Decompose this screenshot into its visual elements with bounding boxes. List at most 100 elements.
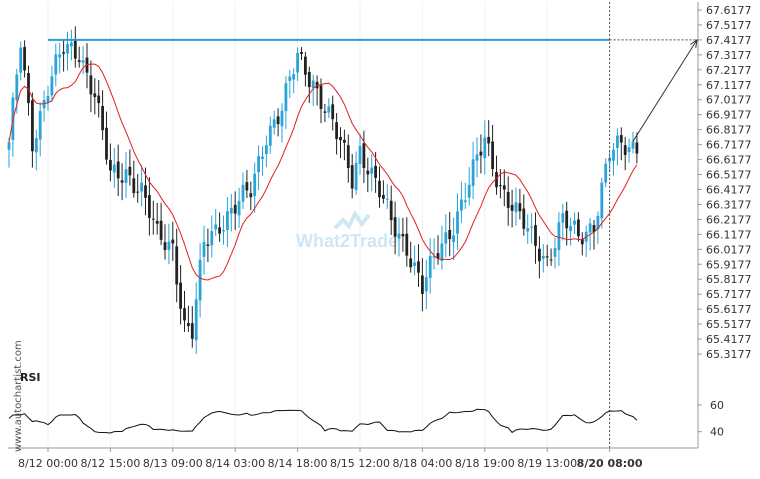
candle bbox=[366, 157, 370, 193]
candle-body bbox=[148, 195, 151, 218]
candle bbox=[46, 86, 50, 111]
candle bbox=[514, 187, 518, 226]
candle-body bbox=[70, 42, 73, 47]
candle bbox=[619, 127, 623, 161]
candle-body bbox=[471, 159, 475, 186]
candle bbox=[42, 90, 46, 122]
candle bbox=[432, 238, 436, 270]
candle bbox=[148, 177, 151, 236]
candle-body bbox=[424, 277, 428, 292]
price-tick-label: 65.7177 bbox=[706, 288, 752, 301]
candle-body bbox=[202, 241, 206, 257]
candle bbox=[233, 191, 237, 231]
candle bbox=[268, 116, 272, 154]
candle-body bbox=[382, 194, 385, 199]
candle-body bbox=[565, 210, 569, 229]
candle bbox=[600, 177, 604, 229]
candle bbox=[343, 129, 346, 161]
candle-body bbox=[89, 75, 93, 95]
price-tick-label: 66.0177 bbox=[706, 243, 752, 256]
candle bbox=[19, 41, 23, 81]
candle-body bbox=[31, 100, 34, 152]
candle-body bbox=[112, 164, 116, 173]
candle bbox=[159, 202, 163, 246]
candle-body bbox=[436, 253, 440, 259]
candle bbox=[350, 153, 354, 199]
candle-body bbox=[210, 231, 214, 246]
candle-body bbox=[226, 211, 229, 231]
candle bbox=[370, 154, 374, 192]
candle bbox=[577, 212, 580, 242]
candle bbox=[541, 244, 545, 273]
candle-body bbox=[136, 191, 140, 193]
candle-body bbox=[378, 180, 381, 198]
candle-body bbox=[545, 256, 549, 258]
candle-body bbox=[171, 239, 175, 244]
candle bbox=[261, 146, 264, 176]
candle-body bbox=[358, 145, 362, 165]
candle bbox=[354, 151, 358, 195]
candle-body bbox=[623, 145, 627, 155]
candle bbox=[245, 170, 249, 199]
candle bbox=[565, 201, 569, 246]
candle-body bbox=[222, 230, 225, 232]
candle-body bbox=[38, 111, 42, 140]
candle bbox=[538, 236, 541, 279]
time-tick-label: 8/13 09:00 bbox=[143, 457, 203, 470]
candle bbox=[202, 225, 206, 275]
time-tick-label: 8/14 18:00 bbox=[268, 457, 328, 470]
candle bbox=[151, 200, 155, 235]
candle-body bbox=[27, 73, 30, 104]
candle bbox=[463, 182, 467, 209]
price-tick-label: 65.9177 bbox=[706, 258, 752, 271]
candle-body bbox=[288, 76, 292, 81]
candle-body bbox=[354, 163, 358, 190]
candle-body bbox=[187, 322, 190, 327]
candle-body bbox=[198, 259, 202, 301]
candle bbox=[522, 194, 526, 236]
price-tick-label: 66.5177 bbox=[706, 169, 752, 182]
candle bbox=[179, 265, 182, 325]
candle-body bbox=[132, 178, 136, 194]
candle-body bbox=[323, 111, 327, 113]
candle-body bbox=[272, 119, 276, 128]
candle-body bbox=[417, 261, 420, 273]
candle-body bbox=[311, 80, 315, 89]
candle-body bbox=[268, 125, 272, 146]
candle-body bbox=[93, 93, 97, 97]
candle-body bbox=[151, 218, 155, 220]
candle bbox=[346, 134, 350, 183]
candle bbox=[374, 152, 377, 193]
candle-body bbox=[218, 227, 221, 234]
rsi-tick-label: 40 bbox=[710, 426, 724, 439]
candle bbox=[214, 209, 218, 237]
candle bbox=[483, 120, 487, 175]
candle bbox=[23, 40, 26, 78]
candle-body bbox=[370, 167, 374, 174]
candle bbox=[38, 102, 42, 157]
candle-body bbox=[616, 135, 619, 148]
candle-body bbox=[346, 145, 350, 169]
candle bbox=[70, 29, 73, 61]
candle-body bbox=[421, 275, 424, 294]
candle-body bbox=[175, 246, 179, 285]
candle-body bbox=[541, 255, 545, 259]
candle bbox=[569, 217, 572, 246]
candle bbox=[557, 212, 561, 266]
candle-body bbox=[495, 172, 498, 188]
candle bbox=[190, 306, 194, 348]
watermark: What2Trade bbox=[296, 210, 398, 251]
price-tick-label: 66.2177 bbox=[706, 213, 752, 226]
moving-average-line bbox=[8, 63, 638, 281]
candle bbox=[627, 138, 631, 163]
candle-body bbox=[46, 95, 50, 103]
candle-body bbox=[487, 136, 491, 144]
candle-body bbox=[635, 142, 639, 154]
candle bbox=[635, 132, 639, 164]
candle bbox=[93, 78, 97, 115]
candle-body bbox=[428, 255, 432, 278]
candle bbox=[592, 219, 596, 250]
candle bbox=[81, 46, 85, 75]
candle bbox=[319, 78, 323, 124]
candle-body bbox=[619, 135, 623, 143]
